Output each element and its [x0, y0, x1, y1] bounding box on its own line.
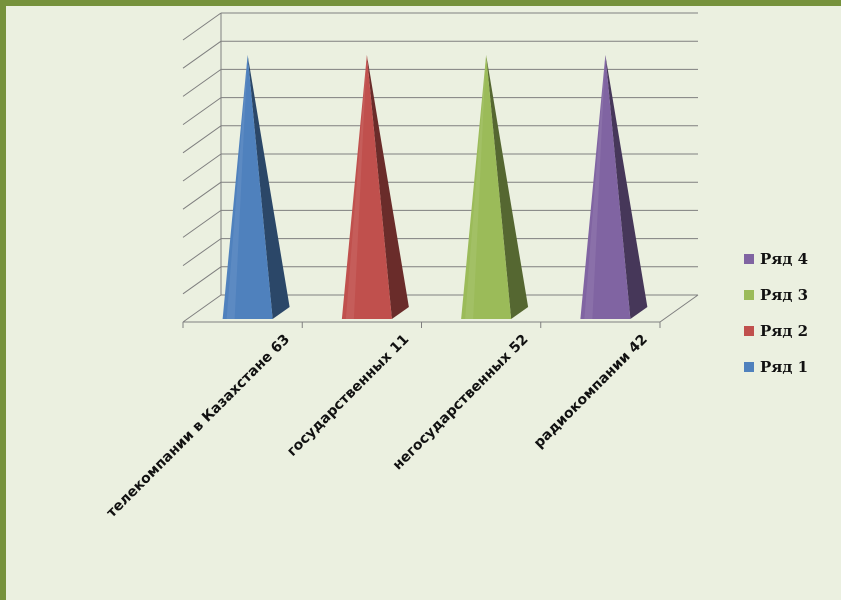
- gridline-side: [182, 68, 222, 97]
- gridline-side: [182, 153, 222, 182]
- pyramid-highlight-1: [226, 55, 248, 319]
- gridline-side: [182, 294, 222, 323]
- pyramid-side-1: [247, 55, 290, 319]
- legend-swatch-series-4: [744, 254, 754, 264]
- legend: Ряд 4 Ряд 3 Ряд 2 Ряд 1: [744, 241, 808, 385]
- pyramid-side-3: [486, 55, 529, 319]
- gridline-side: [182, 125, 222, 154]
- legend-swatch-series-2: [744, 326, 754, 336]
- gridline-side: [182, 266, 222, 295]
- x-tick-label: радиокомпании 42: [531, 332, 651, 452]
- legend-item-series-1: Ряд 1: [744, 349, 808, 385]
- legend-item-series-3: Ряд 3: [744, 277, 808, 313]
- gridline-side: [182, 181, 222, 210]
- gridline-side: [182, 97, 222, 126]
- legend-swatch-series-3: [744, 290, 754, 300]
- x-tick-label: телекомпании в Казахстане 63: [104, 332, 293, 521]
- legend-label-series-4: Ряд 4: [760, 250, 809, 268]
- legend-label-series-2: Ряд 2: [760, 322, 809, 340]
- legend-item-series-2: Ряд 2: [744, 313, 808, 349]
- x-tick-label: государственных 11: [284, 332, 412, 460]
- gridline-side: [182, 12, 222, 41]
- floor-edge: [659, 294, 699, 323]
- legend-label-series-3: Ряд 3: [760, 286, 809, 304]
- legend-swatch-series-1: [744, 362, 754, 372]
- pyramid-highlight-3: [465, 55, 487, 319]
- legend-label-series-1: Ряд 1: [760, 358, 809, 376]
- gridline-side: [182, 209, 222, 238]
- x-tick-label: негосударственных 52: [390, 332, 532, 474]
- pyramid-highlight-4: [584, 55, 606, 319]
- pyramid-side-2: [366, 55, 409, 319]
- gridline-side: [182, 40, 222, 69]
- legend-item-series-4: Ряд 4: [744, 241, 808, 277]
- gridline-side: [182, 238, 222, 267]
- pyramid-side-4: [605, 55, 648, 319]
- pyramid-highlight-2: [345, 55, 367, 319]
